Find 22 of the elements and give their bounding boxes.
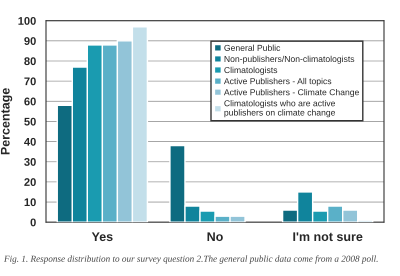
- y-tick-label: 70: [24, 77, 36, 86]
- legend-label: Climatologists: [224, 66, 278, 75]
- y-axis-title: Percentage: [0, 88, 12, 154]
- y-tick-label: 30: [24, 158, 36, 166]
- y-tick-label: 50: [24, 118, 36, 126]
- x-tick-label: I'm not sure: [293, 232, 362, 242]
- y-tick-label: 100: [18, 16, 36, 25]
- y-tick-label: 40: [24, 138, 36, 146]
- legend-label: Active Publishers - All topics: [224, 78, 332, 86]
- legend-label: Climatologists who are active publishers on climate change: [224, 100, 336, 118]
- legend-label: General Public: [224, 44, 280, 51]
- legend-label: Active Publishers - Climate Change: [224, 88, 359, 97]
- y-tick-label: 60: [24, 98, 36, 106]
- y-tick-label: 20: [24, 178, 36, 186]
- caption: Fig. 1. Response distribution to our survey question 2.The general public data come from a 2008 poll.: [4, 255, 378, 264]
- y-tick-label: 0: [30, 218, 36, 226]
- y-tick-label: 80: [24, 57, 36, 66]
- x-tick-label: Yes: [92, 232, 113, 242]
- y-tick-label: 90: [24, 37, 36, 45]
- x-tick-label: No: [208, 232, 223, 242]
- legend-label: Non-publishers/Non-climatologists: [224, 56, 354, 64]
- y-tick-label: 10: [24, 198, 36, 206]
